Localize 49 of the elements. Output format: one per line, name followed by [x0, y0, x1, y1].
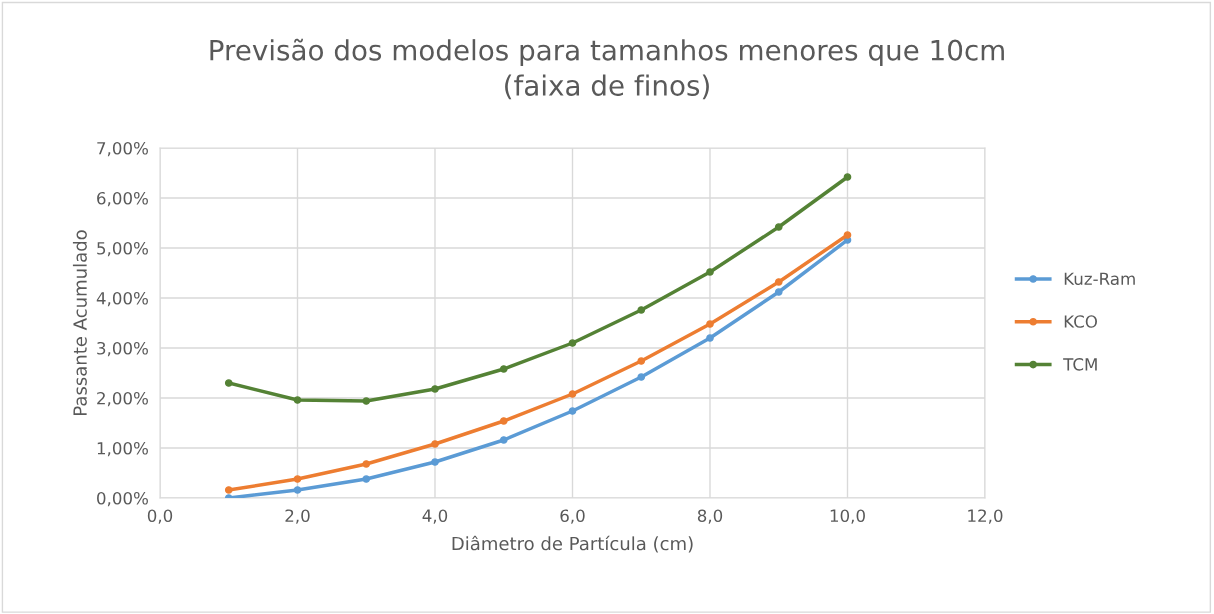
point — [293, 486, 302, 494]
point — [843, 231, 852, 239]
point — [431, 440, 439, 448]
point — [706, 268, 714, 276]
y-tick-label: 0,00% — [97, 491, 148, 507]
point — [774, 288, 783, 296]
point — [362, 460, 371, 468]
y-tick-label: 1,00% — [97, 441, 148, 457]
point — [362, 475, 371, 483]
point — [431, 458, 439, 466]
x-tick-label: 12,0 — [968, 509, 1003, 524]
point — [843, 173, 852, 181]
chart-title: Previsão dos modelos para tamanhos menores que 10cm (faixa de finos) — [210, 38, 1004, 100]
x-tick-label: 8,0 — [697, 509, 723, 524]
point — [499, 417, 508, 425]
y-tick-label: 2,00% — [97, 391, 148, 407]
y-tick-label: 5,00% — [97, 241, 148, 257]
legend-label: Kuz-Ram — [1064, 272, 1135, 286]
point — [706, 334, 714, 342]
y-tick-label: 4,00% — [96, 291, 148, 307]
y-axis-title: Passante Acumulado — [72, 230, 87, 415]
point — [637, 306, 646, 314]
x-axis-title: Diâmetro de Partícula (cm) — [452, 535, 693, 553]
point — [637, 373, 646, 381]
point — [362, 397, 371, 405]
legend-label: TCM — [1063, 358, 1097, 371]
point — [224, 379, 233, 387]
x-tick-label: 0,0 — [147, 509, 173, 524]
point — [224, 486, 233, 494]
point — [499, 436, 508, 444]
x-tick-label: 10,0 — [830, 509, 865, 524]
point — [706, 320, 714, 328]
x-tick-label: 2,0 — [285, 509, 310, 524]
point — [568, 407, 577, 415]
point — [774, 223, 783, 231]
x-tick-label: 6,0 — [560, 509, 585, 524]
point — [568, 390, 577, 398]
point — [293, 475, 302, 483]
y-tick-label: 6,00% — [97, 191, 148, 207]
point — [637, 357, 646, 365]
point — [568, 339, 577, 347]
y-tick-label: 7,00% — [97, 141, 148, 157]
point — [774, 278, 783, 286]
point — [293, 396, 302, 404]
y-tick-label: 3,00% — [97, 341, 148, 357]
legend-label: KCO — [1064, 315, 1097, 328]
point — [431, 385, 439, 393]
point — [499, 365, 508, 373]
x-tick-label: 4,0 — [422, 509, 448, 524]
